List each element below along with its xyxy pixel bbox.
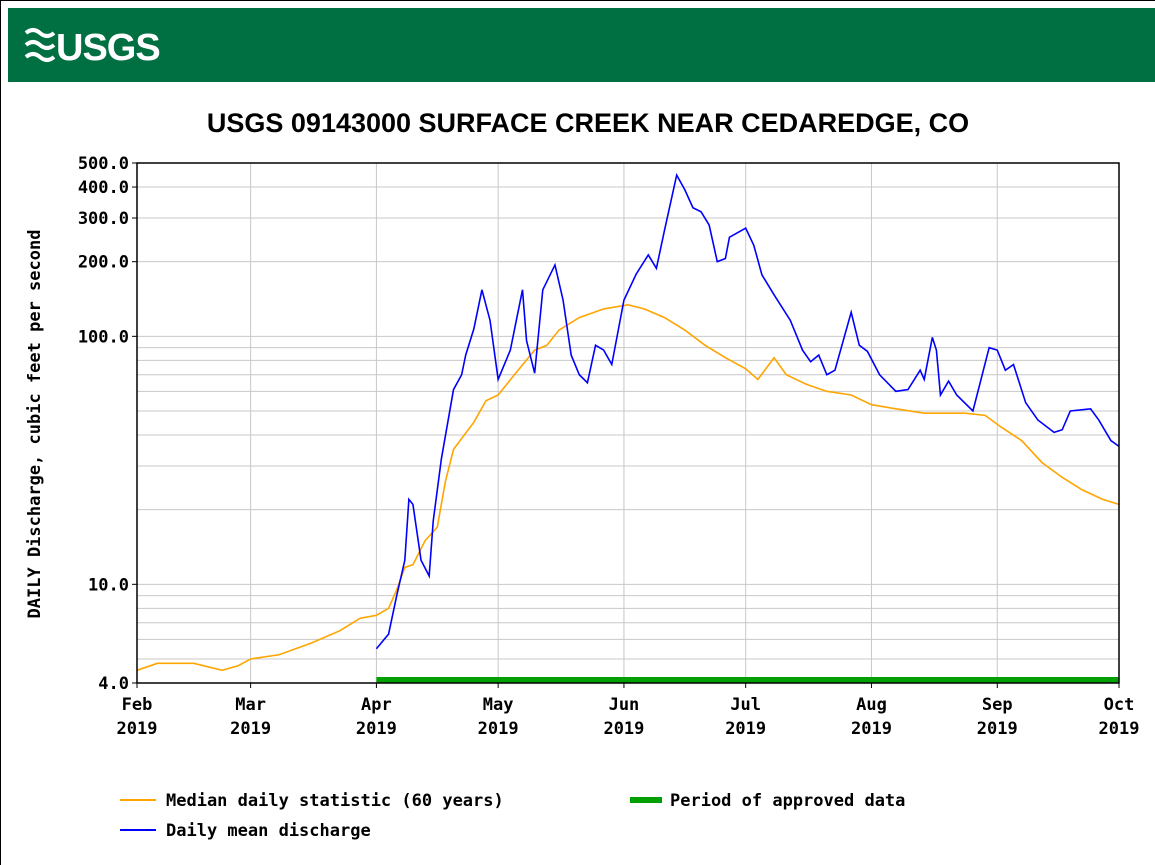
x-tick-label-line: 2019: [230, 719, 271, 739]
y-axis-label: DAILY Discharge, cubic feet per second: [25, 230, 45, 619]
plot-frame: [136, 162, 1120, 684]
x-tick-label-line: May: [483, 695, 514, 715]
x-tick-label-line: Jun: [609, 695, 640, 715]
logo-waves: [24, 28, 56, 62]
chart-title: USGS 09143000 SURFACE CREEK NEAR CEDARED…: [207, 108, 969, 138]
x-tick-label-line: 2019: [478, 719, 519, 739]
logo-text: USGS: [56, 27, 160, 69]
x-tick-label-line: 2019: [603, 719, 644, 739]
y-tick-label: 400.0: [78, 178, 129, 198]
y-tick-label: 100.0: [78, 327, 129, 347]
legend-label: Median daily statistic (60 years): [166, 791, 504, 811]
y-tick-label: 4.0: [98, 674, 129, 694]
x-tick-label: Oct 2019: [1099, 695, 1140, 739]
data-line: [375, 172, 1120, 650]
x-tick-label: Mar 2019: [230, 695, 271, 739]
x-tick-label: Sep 2019: [977, 695, 1018, 739]
x-tick-label-line: Feb: [122, 695, 153, 715]
x-tick-label-line: Oct: [1104, 695, 1135, 715]
x-tick-label-line: 2019: [1099, 719, 1140, 739]
header-band: [8, 8, 1155, 82]
y-tick-label: 10.0: [88, 575, 129, 595]
data-line: [136, 303, 1120, 672]
x-tick-label-line: 2019: [851, 719, 892, 739]
legend-label: Daily mean discharge: [166, 821, 371, 841]
legend-label: Period of approved data: [670, 791, 905, 811]
y-tick-label: 300.0: [78, 209, 129, 229]
x-tick-label-line: Jul: [730, 695, 761, 715]
x-tick-label-line: Mar: [235, 695, 266, 715]
y-tick-label: 500.0: [78, 154, 129, 174]
x-tick-label-line: Aug: [856, 695, 887, 715]
x-tick-label-line: Sep: [982, 695, 1013, 715]
x-tick-label: Apr 2019: [356, 695, 397, 739]
x-tick-label-line: 2019: [356, 719, 397, 739]
x-tick-label-line: 2019: [725, 719, 766, 739]
x-tick-label: Aug 2019: [851, 695, 892, 739]
x-tick-label: May 2019: [478, 695, 519, 739]
x-tick-label-line: Apr: [361, 695, 392, 715]
x-tick-label: Feb 2019: [117, 695, 158, 739]
x-tick-label-line: 2019: [117, 719, 158, 739]
x-tick-label: Jun 2019: [603, 695, 644, 739]
x-tick-label-line: 2019: [977, 719, 1018, 739]
y-tick-label: 200.0: [78, 253, 129, 273]
x-tick-label: Jul 2019: [725, 695, 766, 739]
